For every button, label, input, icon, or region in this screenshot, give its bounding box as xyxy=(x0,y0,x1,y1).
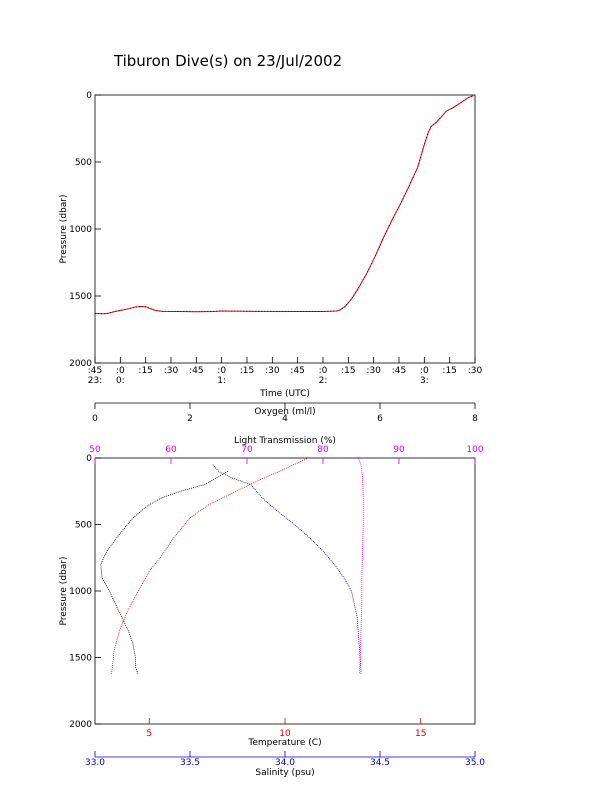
time-x-tick-label: :45 xyxy=(392,366,406,376)
oxygen-tick-label: 0 xyxy=(92,414,98,424)
time-x-tick-hour-label: 23: xyxy=(88,376,102,386)
salinity-axis-label: Salinity (psu) xyxy=(255,768,314,778)
transmission-tick-label: 80 xyxy=(317,445,329,455)
time-x-tick-label: :15 xyxy=(138,366,152,376)
profile-y-tick-label: 500 xyxy=(75,521,92,531)
salinity-tick-label: 35.0 xyxy=(465,758,485,768)
profile-plot-y-ticks: 0 500 1000 1500 2000 xyxy=(69,454,101,730)
time-y-tick-label: 1000 xyxy=(69,225,92,235)
transmission-tick-label: 70 xyxy=(241,445,253,455)
transmission-tick-label: 100 xyxy=(466,445,483,455)
time-x-tick-label: :0 xyxy=(420,366,429,376)
oxygen-tick-label: 8 xyxy=(472,414,478,424)
time-x-tick-label: :30 xyxy=(468,366,483,376)
time-x-tick-label: :15 xyxy=(341,366,355,376)
oxygen-axis-label: Oxygen (ml/l) xyxy=(254,407,315,417)
oxygen-tick-label: 6 xyxy=(377,414,383,424)
transmission-axis-label: Light Transmission (%) xyxy=(234,436,336,446)
salinity-tick-label: 34.0 xyxy=(275,758,295,768)
transmission-tick-label: 60 xyxy=(165,445,177,455)
time-x-tick-label: :45 xyxy=(290,366,304,376)
time-x-tick-hour-label: 1: xyxy=(217,376,226,386)
profile-y-tick-label: 1000 xyxy=(69,587,92,597)
time-plot-x-axis-label: Time (UTC) xyxy=(259,389,310,399)
time-plot-y-axis-label: Pressure (dbar) xyxy=(59,195,69,264)
time-plot-y-ticks: 0 500 1000 1500 2000 xyxy=(69,91,101,369)
time-plot-series xyxy=(94,95,474,315)
time-y-tick-label: 1500 xyxy=(69,292,92,302)
time-y-tick-label: 0 xyxy=(86,91,92,101)
temperature-tick-label: 5 xyxy=(146,729,152,739)
salinity-tick-label: 33.0 xyxy=(85,758,105,768)
profile-plot-series xyxy=(100,458,364,675)
time-x-tick-label: :45 xyxy=(88,366,102,376)
transmission-profile-line xyxy=(358,458,364,674)
transmission-tick-label: 50 xyxy=(89,445,101,455)
salinity-tick-label: 33.5 xyxy=(180,758,200,768)
salinity-tick-label: 34.5 xyxy=(370,758,390,768)
profile-y-tick-label: 2000 xyxy=(69,720,92,730)
time-x-tick-label: :45 xyxy=(189,366,203,376)
temperature-tick-label: 10 xyxy=(279,729,291,739)
time-x-tick-label: :30 xyxy=(164,366,179,376)
temperature-axis-label: Temperature (C) xyxy=(247,738,321,748)
time-x-tick-label: :30 xyxy=(265,366,280,376)
time-x-tick-hour-label: 3: xyxy=(420,376,429,386)
transmission-tick-label: 90 xyxy=(393,445,405,455)
time-y-tick-label: 500 xyxy=(75,158,92,168)
profile-chart: 0 500 1000 1500 2000 0 2 4 6 8 Oxygen (ml/l) 50 60 7… xyxy=(59,402,485,778)
profile-y-tick-label: 1500 xyxy=(69,654,92,664)
page-title: Tiburon Dive(s) on 23/Jul/2002 xyxy=(113,52,342,70)
time-x-tick-label: :30 xyxy=(366,366,381,376)
time-x-tick-label: :0 xyxy=(319,366,328,376)
dive-pressure-line xyxy=(94,95,474,315)
time-x-tick-label: :0 xyxy=(217,366,226,376)
time-x-tick-label: :15 xyxy=(442,366,456,376)
time-x-tick-label: :15 xyxy=(240,366,254,376)
salinity-profile-line xyxy=(212,464,362,675)
time-x-tick-hour-label: 2: xyxy=(319,376,328,386)
time-x-tick-hour-label: 0: xyxy=(116,376,125,386)
profile-plot-y-axis-label: Pressure (dbar) xyxy=(59,557,69,626)
temperature-tick-label: 15 xyxy=(415,729,426,739)
oxygen-tick-label: 4 xyxy=(282,414,288,424)
temperature-profile-line xyxy=(110,458,307,675)
time-x-tick-label: :0 xyxy=(116,366,125,376)
oxygen-tick-label: 2 xyxy=(187,414,193,424)
time-plot-x-ticks: :4523::00::15:30:45:01::15:30:45:02::15:… xyxy=(88,357,483,386)
time-y-tick-label: 2000 xyxy=(69,359,92,369)
profile-y-tick-label: 0 xyxy=(86,454,92,464)
